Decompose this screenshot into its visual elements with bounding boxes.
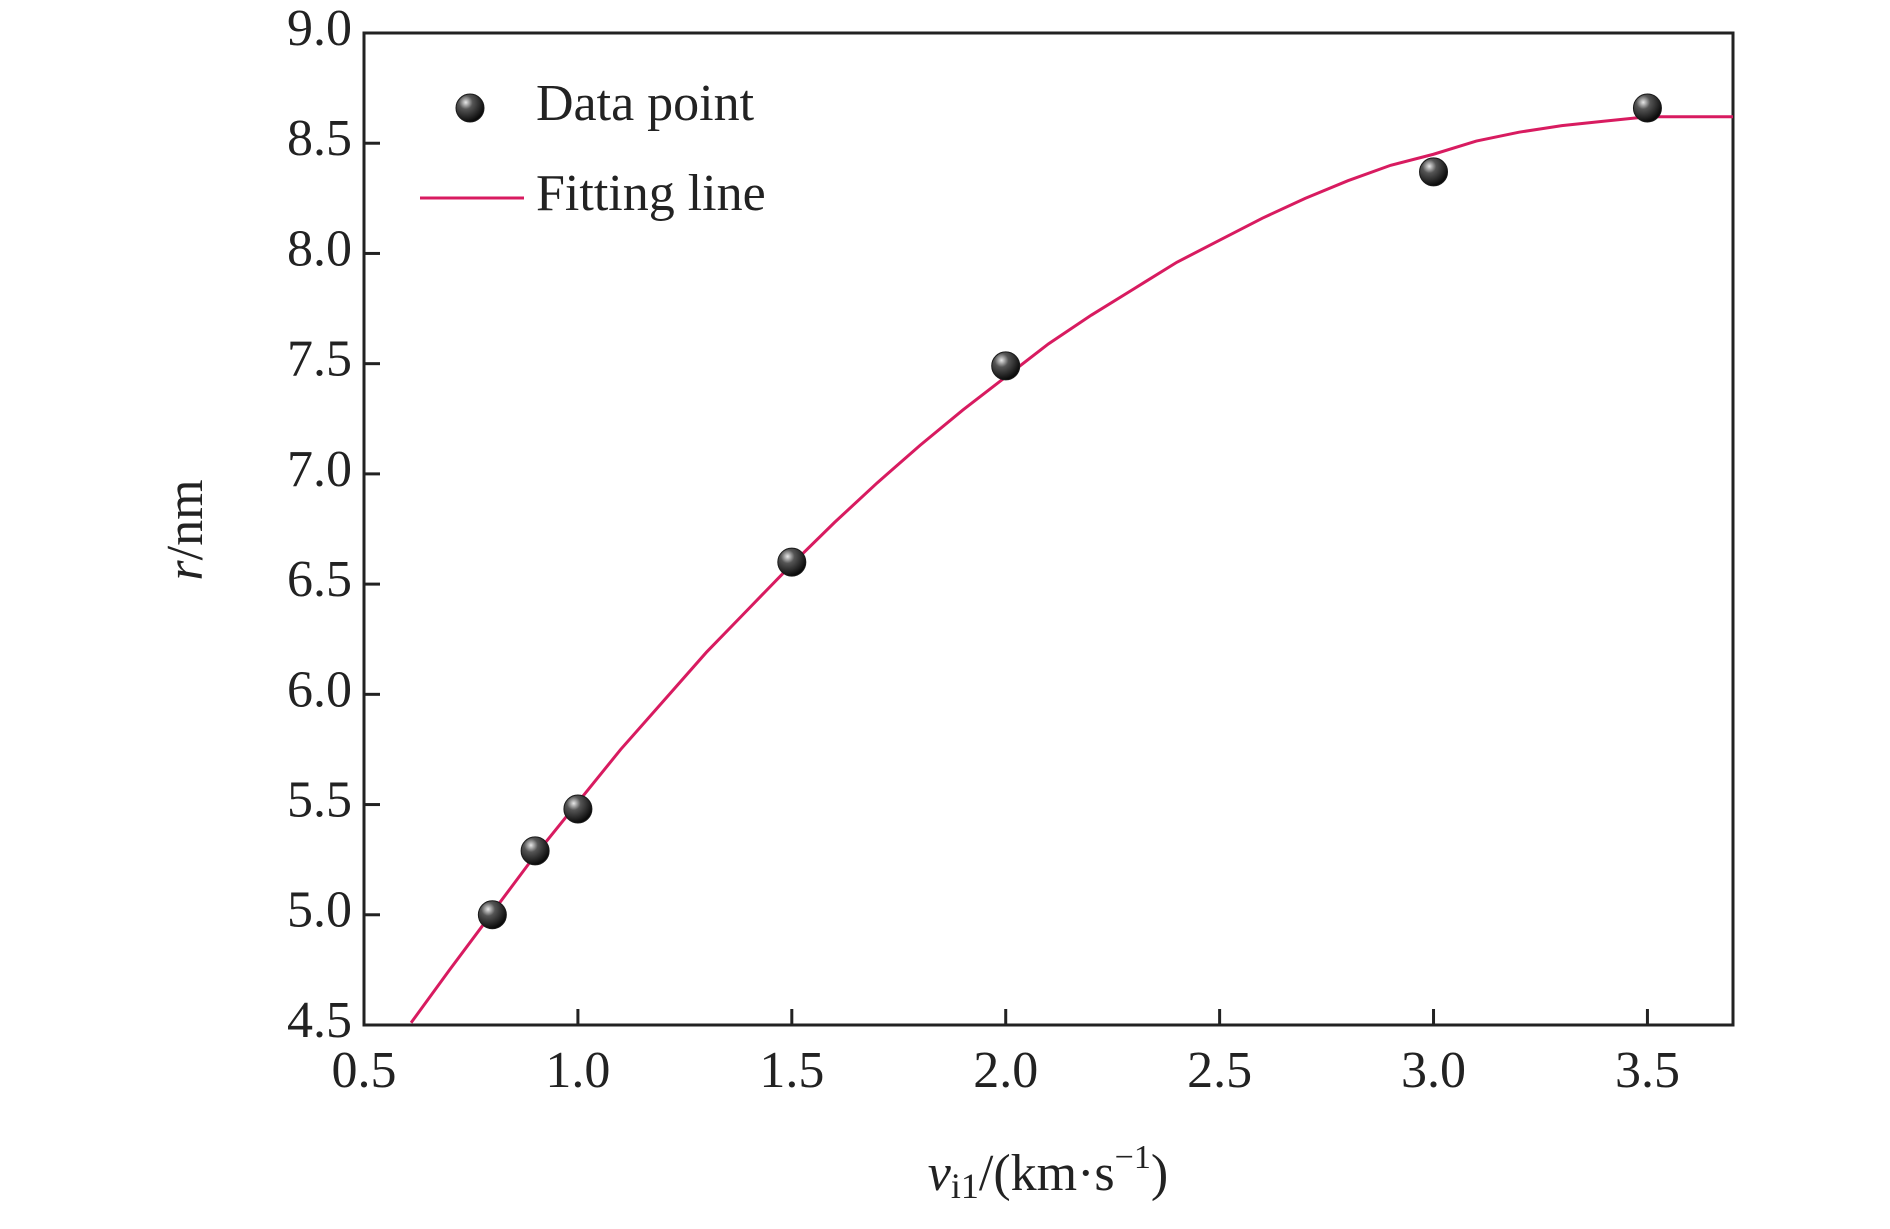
x-label-part: v	[928, 1145, 952, 1202]
y-label-part: r	[157, 560, 214, 581]
data-point	[777, 547, 807, 577]
y-tick-label: 7.5	[287, 331, 352, 388]
y-tick-label: 4.5	[287, 992, 352, 1049]
x-tick-label: 0.5	[332, 1042, 397, 1099]
x-tick-label: 2.0	[973, 1042, 1038, 1099]
y-tick-label: 8.5	[287, 110, 352, 167]
y-tick-label: 9.0	[287, 0, 352, 57]
x-tick-label: 1.5	[759, 1042, 824, 1099]
data-point	[1419, 157, 1449, 187]
x-label-part: /(km·s	[979, 1145, 1115, 1202]
y-tick-label: 8.0	[287, 220, 352, 277]
x-tick-label: 2.5	[1187, 1042, 1252, 1099]
y-tick-label: 7.0	[287, 441, 352, 498]
y-label-part: /nm	[157, 479, 214, 560]
y-tick-label: 6.5	[287, 551, 352, 608]
legend-label: Data point	[536, 75, 755, 132]
plot-frame	[362, 31, 1735, 1027]
y-axis-label: r/nm	[157, 479, 214, 580]
x-tick-label: 3.0	[1401, 1042, 1466, 1099]
x-label-part: i1	[951, 1166, 979, 1206]
plot-area	[409, 115, 1733, 1024]
x-label-part: )	[1151, 1145, 1168, 1202]
legend-label: Fitting line	[536, 165, 766, 222]
data-point	[991, 351, 1021, 381]
x-tick-label: 1.0	[545, 1042, 610, 1099]
data-point	[563, 794, 593, 824]
y-tick-label: 5.5	[287, 771, 352, 828]
data-point	[1632, 93, 1662, 123]
y-tick-label: 5.0	[287, 882, 352, 939]
data-point	[477, 900, 507, 930]
fit-line	[409, 115, 1733, 1024]
data-point	[520, 836, 550, 866]
x-label-part: −1	[1115, 1139, 1151, 1176]
legend-marker	[455, 93, 485, 123]
y-tick-label: 6.0	[287, 661, 352, 718]
x-tick-label: 3.5	[1615, 1042, 1680, 1099]
x-axis-label: vi1/(km·s−1)	[928, 1139, 1168, 1206]
